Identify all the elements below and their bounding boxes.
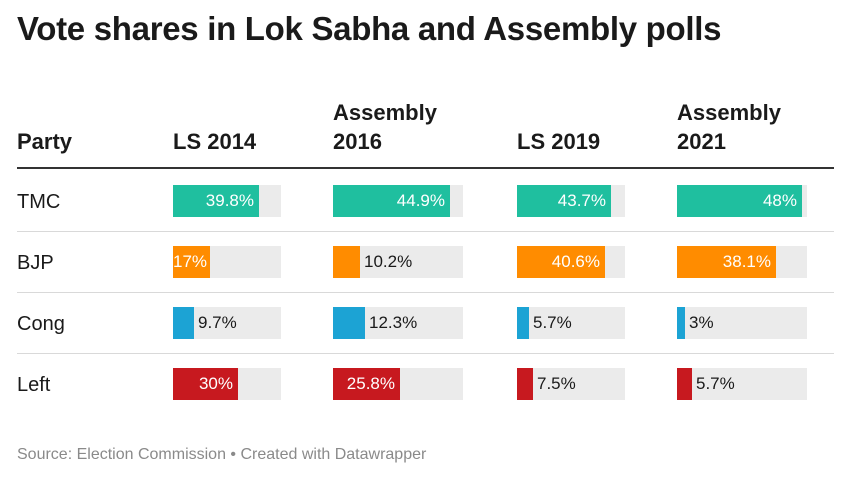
bar-left-3 xyxy=(517,368,533,400)
bar-cong-2 xyxy=(333,307,365,339)
column-header-line: 2021 xyxy=(677,129,726,154)
column-header-line: Assembly xyxy=(333,100,437,125)
party-name-cong: Cong xyxy=(17,313,65,335)
bar-track: 10.2% xyxy=(333,246,463,278)
bar-track: 3% xyxy=(677,307,807,339)
bar-bjp-1 xyxy=(173,246,210,278)
data-label: 38.1% xyxy=(722,252,771,271)
party-name-left: Left xyxy=(17,374,51,396)
column-header-line: LS 2014 xyxy=(173,129,257,154)
column-header-4: Assembly 2021 xyxy=(677,98,781,156)
data-label: 30% xyxy=(198,374,233,393)
source-footer: Source: Election Commission • Created wi… xyxy=(17,446,427,463)
bar-track: 17% xyxy=(173,246,281,278)
data-label: 44.9% xyxy=(396,191,445,210)
column-header-3: LS 2019 xyxy=(517,127,600,156)
bar-left-2 xyxy=(333,368,400,400)
data-label: 7.5% xyxy=(537,374,576,393)
chart-title: Vote shares in Lok Sabha and Assembly po… xyxy=(17,10,722,47)
bar-track: 12.3% xyxy=(333,307,463,339)
bar-tmc-3 xyxy=(517,185,611,217)
bar-tmc-2 xyxy=(333,185,450,217)
bar-track: 48% xyxy=(677,185,807,217)
data-label: 5.7% xyxy=(696,374,735,393)
bar-track: 7.5% xyxy=(517,368,625,400)
data-label: 3% xyxy=(689,313,714,332)
data-label: 39.8% xyxy=(205,191,254,210)
column-header-line: LS 2019 xyxy=(517,129,601,154)
row-divider xyxy=(17,231,834,232)
bar-track: 39.8% xyxy=(173,185,281,217)
data-label: 17% xyxy=(173,252,208,271)
row-divider xyxy=(17,292,834,293)
column-header-party: Party xyxy=(17,129,73,154)
bar-tmc-4 xyxy=(677,185,802,217)
column-header-line: Assembly xyxy=(677,100,781,125)
data-label: 25.8% xyxy=(346,374,395,393)
bar-track: 30% xyxy=(173,368,281,400)
bar-bjp-4 xyxy=(677,246,776,278)
data-label: 5.7% xyxy=(533,313,572,332)
bar-cong-1 xyxy=(173,307,194,339)
bar-cong-3 xyxy=(517,307,529,339)
column-header-1: LS 2014 xyxy=(173,127,256,156)
bar-bjp-3 xyxy=(517,246,605,278)
bar-track: 38.1% xyxy=(677,246,807,278)
header-rule xyxy=(17,167,834,169)
column-header-line: 2016 xyxy=(333,129,382,154)
bar-track: 5.7% xyxy=(517,307,625,339)
party-name-tmc: TMC xyxy=(17,191,61,213)
bar-left-1 xyxy=(173,368,238,400)
bar-track: 43.7% xyxy=(517,185,625,217)
data-label: 43.7% xyxy=(557,191,606,210)
data-label: 40.6% xyxy=(551,252,600,271)
bar-track: 5.7% xyxy=(677,368,807,400)
party-name-bjp: BJP xyxy=(17,252,54,274)
bar-track: 9.7% xyxy=(173,307,281,339)
column-header-2: Assembly 2016 xyxy=(333,98,437,156)
data-label: 12.3% xyxy=(369,313,418,332)
bar-track: 25.8% xyxy=(333,368,463,400)
data-label: 48% xyxy=(762,191,797,210)
data-label: 9.7% xyxy=(198,313,237,332)
bar-left-4 xyxy=(677,368,692,400)
bar-tmc-1 xyxy=(173,185,259,217)
bar-track: 44.9% xyxy=(333,185,463,217)
bar-cong-4 xyxy=(677,307,685,339)
bar-track: 40.6% xyxy=(517,246,625,278)
row-divider xyxy=(17,353,834,354)
bar-bjp-2 xyxy=(333,246,360,278)
data-label: 10.2% xyxy=(364,252,413,271)
